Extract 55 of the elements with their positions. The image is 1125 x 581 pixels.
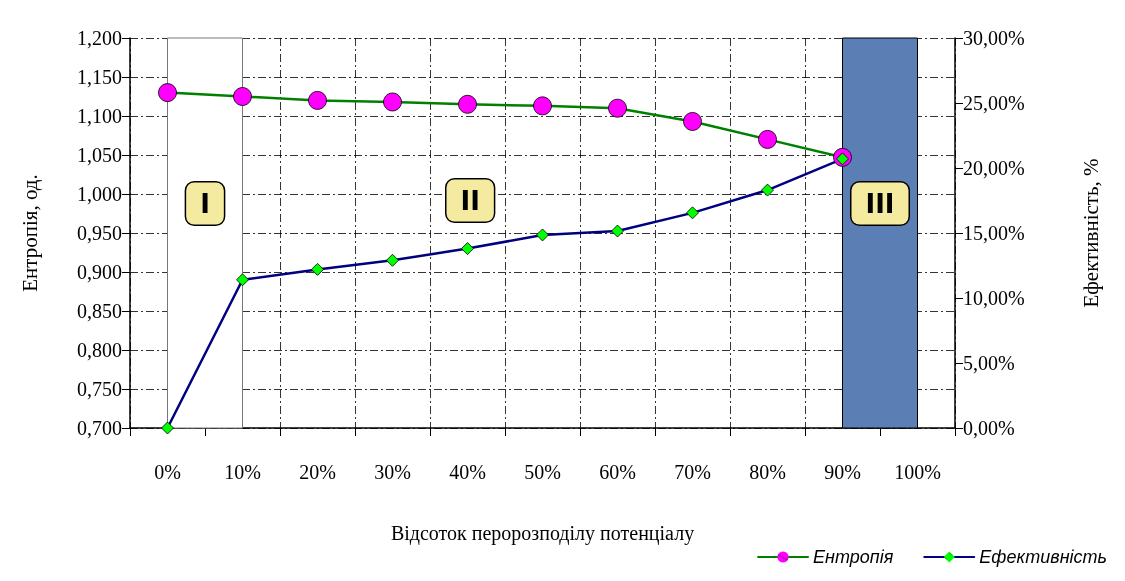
point	[458, 94, 477, 114]
y-tick-label: 1,100	[77, 105, 122, 127]
x-tick-label: 90%	[824, 461, 861, 483]
point	[308, 91, 327, 110]
legend-label: Ефективність	[979, 547, 1108, 567]
x-tick-label: 30%	[374, 461, 411, 483]
y-tick-label: 1,200	[77, 27, 122, 49]
y-tick-label: 0,700	[77, 417, 122, 439]
point	[158, 83, 177, 102]
point	[536, 228, 549, 242]
x-tick-label: 20%	[299, 461, 336, 483]
y-tick-label: 1,150	[77, 66, 122, 88]
x-axis-title: Відсоток перорозподілу потенціалу	[390, 522, 695, 545]
x-tick-label: 0%	[154, 461, 181, 483]
legend-label: Ентропія	[813, 547, 894, 567]
y2-tick-label: 10,00%	[963, 287, 1025, 309]
y-tick-label: 0,750	[77, 378, 122, 400]
point	[611, 224, 624, 238]
point	[683, 112, 702, 131]
point	[383, 92, 402, 112]
x-tick-label: 50%	[524, 461, 561, 483]
x-tick-label: 80%	[749, 461, 786, 483]
x-tick-label: 70%	[674, 461, 711, 483]
point	[236, 273, 249, 287]
y2-axis-title: Ефективність, %	[1078, 158, 1103, 308]
band-label: III	[865, 188, 895, 219]
point	[608, 98, 627, 118]
y-axis-title: Ентропія, од.	[17, 174, 42, 292]
point	[311, 263, 324, 276]
y-tick-label: 0,900	[77, 261, 122, 283]
point	[758, 130, 777, 149]
point	[686, 206, 699, 220]
point	[233, 87, 252, 106]
y2-tick-label: 25,00%	[963, 92, 1025, 114]
y-tick-label: 1,050	[77, 144, 122, 166]
band-label: I	[200, 188, 210, 219]
annotation: II	[460, 185, 480, 216]
y-tick-label: 0,800	[77, 339, 122, 361]
y2-tick-label: 20,00%	[963, 157, 1025, 179]
y-tick-label: 1,000	[77, 183, 122, 205]
y-tick-label: 0,950	[77, 222, 122, 244]
point	[161, 421, 174, 435]
point	[533, 96, 552, 116]
x-tick-label: 10%	[224, 461, 261, 483]
x-tick-label: 40%	[449, 461, 486, 483]
y-tick-label: 0,850	[77, 300, 122, 322]
y2-tick-label: 5,00%	[963, 352, 1015, 374]
point	[761, 183, 774, 197]
point	[386, 253, 399, 267]
y2-tick-label: 0,00%	[963, 417, 1015, 439]
x-tick-label: 100%	[894, 461, 941, 483]
y2-tick-label: 30,00%	[963, 27, 1025, 49]
x-tick-label: 60%	[599, 461, 636, 483]
point	[461, 242, 474, 255]
y2-tick-label: 15,00%	[963, 222, 1025, 244]
